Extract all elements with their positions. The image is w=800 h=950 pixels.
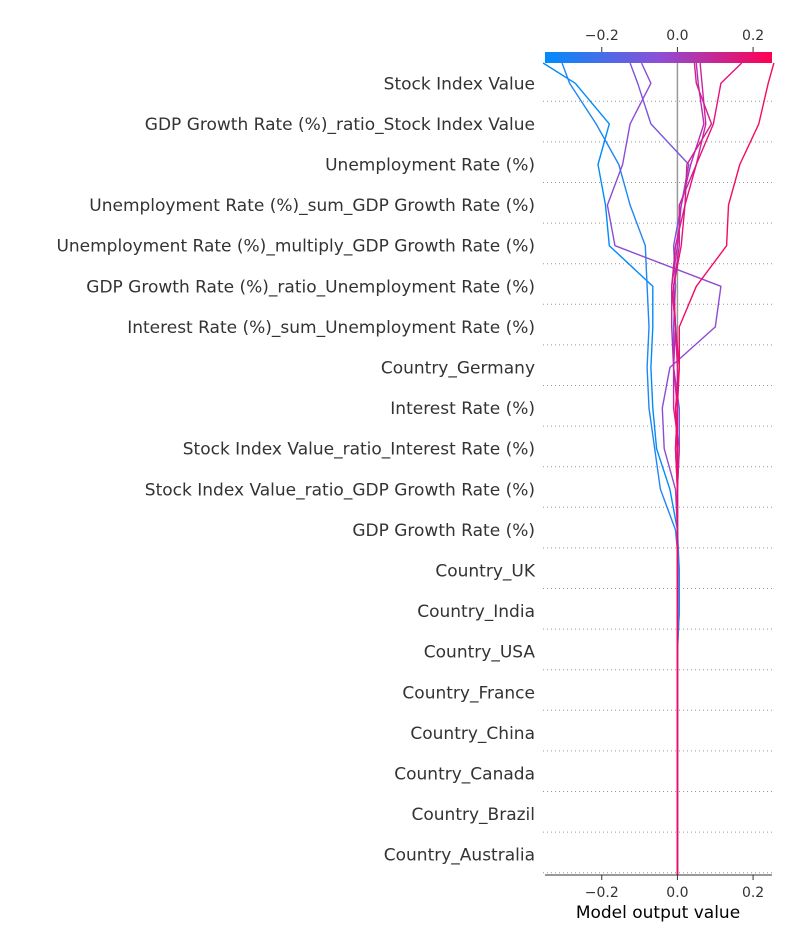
decision-lines bbox=[542, 62, 775, 875]
feature-label: GDP Growth Rate (%) bbox=[352, 521, 535, 541]
feature-label: Unemployment Rate (%) bbox=[325, 156, 535, 176]
colorbar-tick-label: 0.2 bbox=[742, 28, 764, 44]
feature-label: Country_Canada bbox=[394, 765, 535, 785]
feature-label: GDP Growth Rate (%)_ratio_Unemployment R… bbox=[86, 277, 535, 297]
feature-label: Country_UK bbox=[435, 562, 535, 582]
feature-label: Unemployment Rate (%)_sum_GDP Growth Rat… bbox=[89, 196, 535, 216]
feature-label: Stock Index Value_ratio_Interest Rate (%… bbox=[183, 440, 535, 460]
feature-label: Interest Rate (%) bbox=[390, 399, 535, 419]
x-axis-ticks: −0.2 0.0 0.2 bbox=[585, 875, 764, 901]
feature-label: Country_Brazil bbox=[412, 805, 535, 825]
decision-line bbox=[672, 62, 707, 875]
feature-gridlines bbox=[543, 100, 772, 874]
feature-label: Unemployment Rate (%)_multiply_GDP Growt… bbox=[56, 237, 535, 257]
x-axis-title: Model output value bbox=[576, 903, 740, 923]
feature-label: Country_Australia bbox=[384, 846, 535, 866]
feature-label: Country_India bbox=[417, 602, 535, 622]
feature-label: GDP Growth Rate (%)_ratio_Stock Index Va… bbox=[145, 115, 535, 135]
feature-label: Stock Index Value_ratio_GDP Growth Rate … bbox=[145, 480, 535, 500]
feature-label: Stock Index Value bbox=[384, 74, 535, 94]
decision-line bbox=[561, 62, 680, 875]
colorbar-tick-label: 0.0 bbox=[666, 28, 688, 44]
x-tick-label: 0.0 bbox=[666, 885, 688, 901]
feature-label: Country_China bbox=[410, 724, 535, 744]
feature-label: Interest Rate (%)_sum_Unemployment Rate … bbox=[127, 318, 535, 338]
decision-line bbox=[674, 62, 775, 875]
decision-line bbox=[629, 62, 690, 875]
feature-label: Country_France bbox=[402, 683, 535, 703]
decision-line bbox=[672, 62, 743, 875]
feature-label: Country_Germany bbox=[381, 359, 535, 379]
colorbar bbox=[545, 52, 772, 63]
colorbar-tick-label: −0.2 bbox=[585, 28, 619, 44]
feature-label: Country_USA bbox=[424, 643, 536, 663]
colorbar-ticks: −0.2 0.0 0.2 bbox=[585, 28, 764, 52]
x-tick-label: −0.2 bbox=[585, 885, 619, 901]
x-tick-label: 0.2 bbox=[742, 885, 764, 901]
decision-line bbox=[542, 62, 680, 875]
feature-labels: Stock Index Value GDP Growth Rate (%)_rat… bbox=[56, 74, 535, 865]
